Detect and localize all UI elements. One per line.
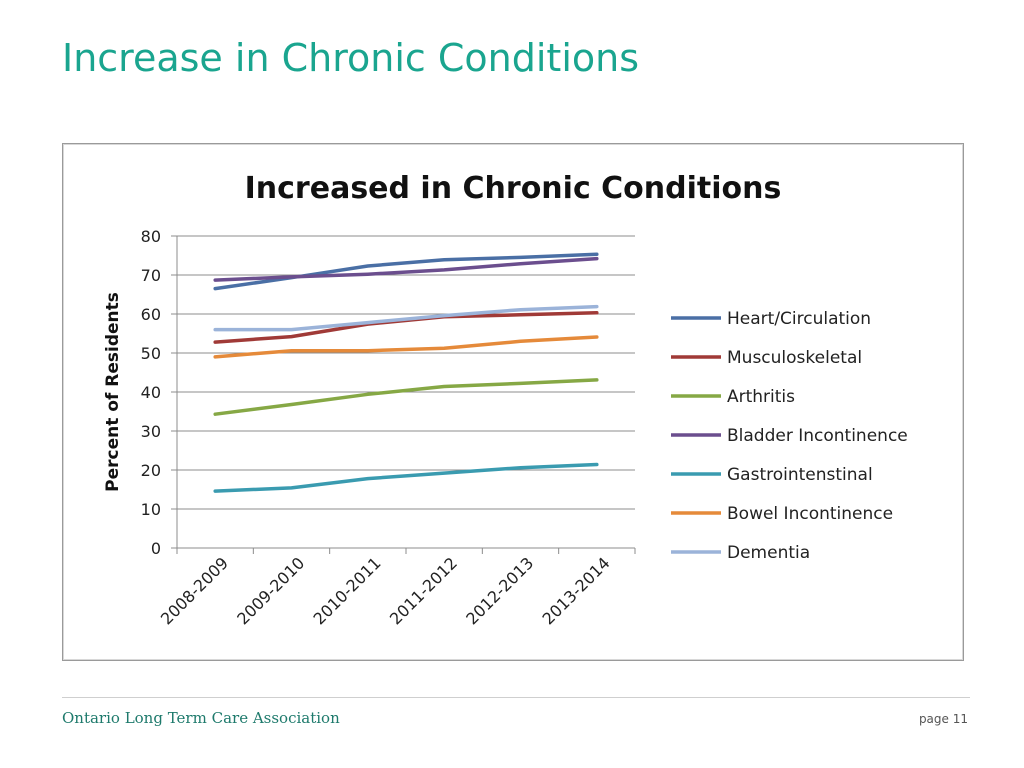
x-tick-label: 2008-2009 [157, 553, 232, 628]
x-tick-label: 2009-2010 [233, 553, 308, 628]
legend-label-gastrointenstinal: Gastrointenstinal [727, 465, 873, 485]
x-tick-label: 2010-2011 [310, 553, 385, 628]
x-tick-label: 2012-2013 [462, 553, 537, 628]
series-line-heart-circulation [213, 252, 599, 291]
footer-divider [62, 697, 970, 698]
page-number: page 11 [918, 712, 968, 726]
x-tick-label: 2013-2014 [539, 553, 614, 628]
series-line-gastrointenstinal [213, 462, 599, 493]
y-tick-label: 30 [141, 422, 161, 441]
legend-label-arthritis: Arthritis [727, 387, 795, 407]
y-tick-label: 70 [141, 266, 161, 285]
y-tick-label: 50 [141, 344, 161, 363]
series-line-dementia [213, 304, 599, 332]
series-line-bladder-incontinence [213, 256, 599, 282]
legend-label-bladder-incontinence: Bladder Incontinence [727, 426, 908, 446]
legend-label-musculoskeletal: Musculoskeletal [727, 348, 862, 368]
legend-label-dementia: Dementia [727, 543, 810, 563]
y-axis-label: Percent of Residents [103, 292, 123, 492]
series-lines [213, 252, 599, 493]
x-tick-label: 2011-2012 [386, 553, 461, 628]
y-tick-label: 40 [141, 383, 161, 402]
series-line-arthritis [213, 378, 599, 416]
y-tick-label: 20 [141, 461, 161, 480]
legend-label-bowel-incontinence: Bowel Incontinence [727, 504, 893, 524]
y-tick-label: 80 [141, 227, 161, 246]
chart-frame: Increased in Chronic Conditions Percent … [62, 143, 964, 661]
chart-title: Increased in Chronic Conditions [245, 171, 782, 206]
series-line-musculoskeletal [213, 311, 599, 344]
chart-svg: Increased in Chronic Conditions Percent … [103, 171, 908, 629]
y-tick-label: 60 [141, 305, 161, 324]
y-tick-label: 0 [151, 539, 161, 558]
legend-label-heart-circulation: Heart/Circulation [727, 309, 871, 329]
footer-organization: Ontario Long Term Care Association [62, 709, 340, 727]
series-line-bowel-incontinence [213, 335, 599, 359]
slide-title: Increase in Chronic Conditions [62, 36, 640, 80]
y-tick-label: 10 [141, 500, 161, 519]
legend: Heart/Circulation Musculoskeletal Arthriti… [671, 309, 908, 563]
